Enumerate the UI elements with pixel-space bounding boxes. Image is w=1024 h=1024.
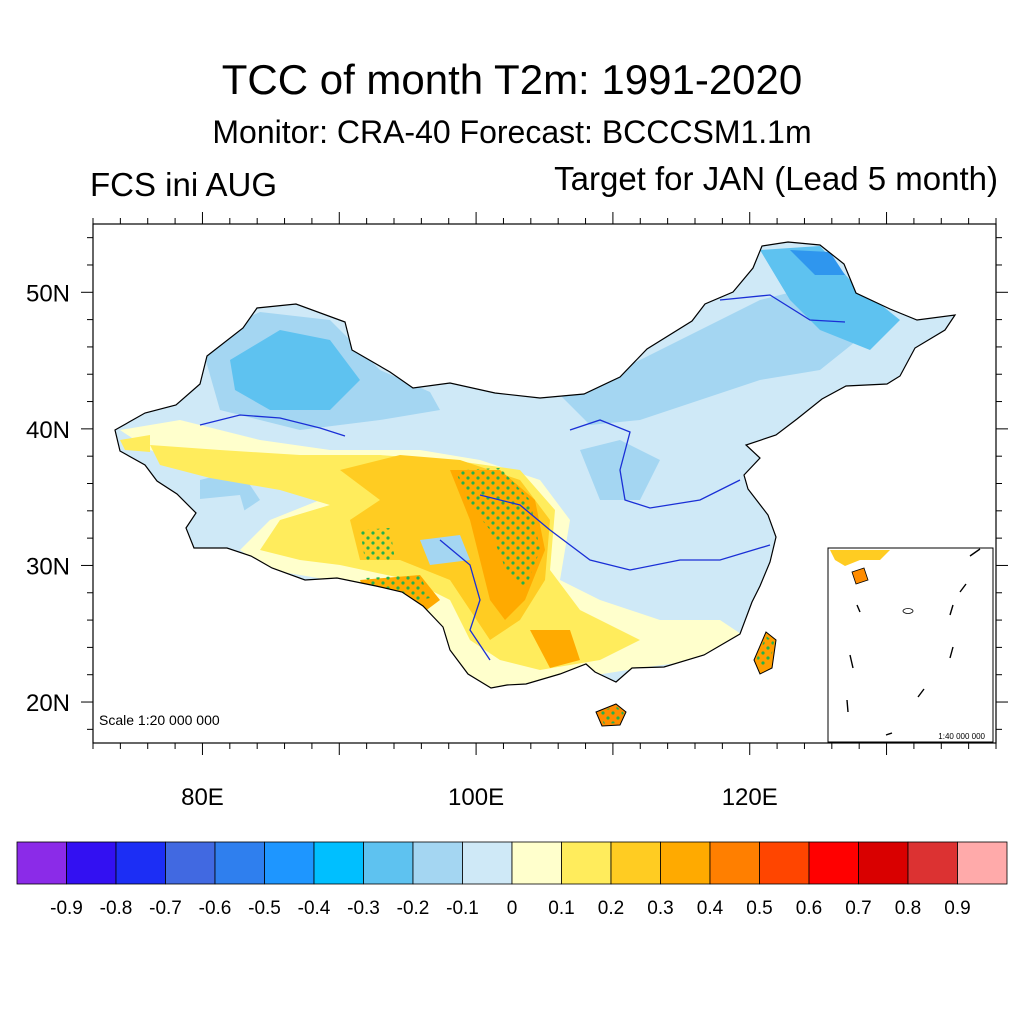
colorbar-label: 0.2 — [598, 898, 624, 919]
colorbar-label: -0.1 — [446, 898, 479, 919]
colorbar-box — [412, 841, 463, 885]
colorbar-label: -0.6 — [199, 898, 232, 919]
colorbar-box — [462, 841, 513, 885]
lat-label: 20N — [26, 690, 70, 717]
colorbar-box — [214, 841, 265, 885]
inset-map: 1:40 000 000 — [827, 547, 994, 743]
colorbar-box — [858, 841, 909, 885]
init-label: FCS ini AUG — [90, 166, 278, 203]
colorbar-label: 0.9 — [944, 898, 970, 919]
lat-label: 50N — [26, 280, 70, 307]
lat-label: 40N — [26, 417, 70, 444]
china-field — [114, 241, 957, 689]
colorbar-box — [313, 841, 364, 885]
colorbar-box — [511, 841, 562, 885]
colorbar-label: 0.5 — [746, 898, 772, 919]
colorbar-label: 0.8 — [895, 898, 921, 919]
lon-label: 120E — [722, 784, 778, 811]
lon-label: 80E — [181, 784, 224, 811]
colorbar-label: -0.7 — [149, 898, 182, 919]
colorbar-label: -0.5 — [248, 898, 281, 919]
map-title: TCC of month T2m: 1991-2020 — [221, 56, 803, 103]
latitude-labels: 50N 40N 30N 20N — [26, 280, 70, 717]
colorbar-box — [957, 841, 1008, 885]
map-subtitle: Monitor: CRA-40 Forecast: BCCCSM1.1m — [212, 114, 812, 150]
colorbar-label: -0.4 — [298, 898, 331, 919]
longitude-labels: 80E 100E 120E — [181, 784, 778, 811]
colorbar-box — [907, 841, 958, 885]
target-label: Target for JAN (Lead 5 month) — [554, 160, 998, 197]
colorbar-box — [759, 841, 810, 885]
colorbar-label: -0.3 — [347, 898, 380, 919]
inset-scale-label: 1:40 000 000 — [938, 732, 985, 741]
scale-label: Scale 1:20 000 000 — [99, 712, 220, 728]
colorbar-label: 0.6 — [796, 898, 822, 919]
colorbar-box — [16, 841, 67, 885]
lon-label: 100E — [448, 784, 504, 811]
colorbar-box — [808, 841, 859, 885]
rivers — [199, 294, 846, 661]
lat-label: 30N — [26, 553, 70, 580]
axis-ticks — [81, 212, 1008, 755]
colorbar-label: 0 — [507, 898, 518, 919]
colorbar-box — [610, 841, 661, 885]
colorbar-box — [165, 841, 216, 885]
colorbar: -0.9 -0.8 -0.7 -0.6 -0.5 -0.4 -0.3 -0.2 -0.1 0 0.1… — [16, 841, 1008, 919]
colorbar-label: -0.9 — [50, 898, 83, 919]
colorbar-box — [561, 841, 612, 885]
colorbar-box — [264, 841, 315, 885]
colorbar-label: 0.4 — [697, 898, 724, 919]
colorbar-box — [363, 841, 414, 885]
colorbar-label: 0.3 — [647, 898, 673, 919]
colorbar-box — [660, 841, 711, 885]
colorbar-box — [66, 841, 117, 885]
colorbar-box — [709, 841, 760, 885]
colorbar-label: 0.1 — [548, 898, 574, 919]
colorbar-label: -0.8 — [100, 898, 133, 919]
colorbar-box — [115, 841, 166, 885]
colorbar-label: 0.7 — [845, 898, 871, 919]
colorbar-label: -0.2 — [397, 898, 430, 919]
